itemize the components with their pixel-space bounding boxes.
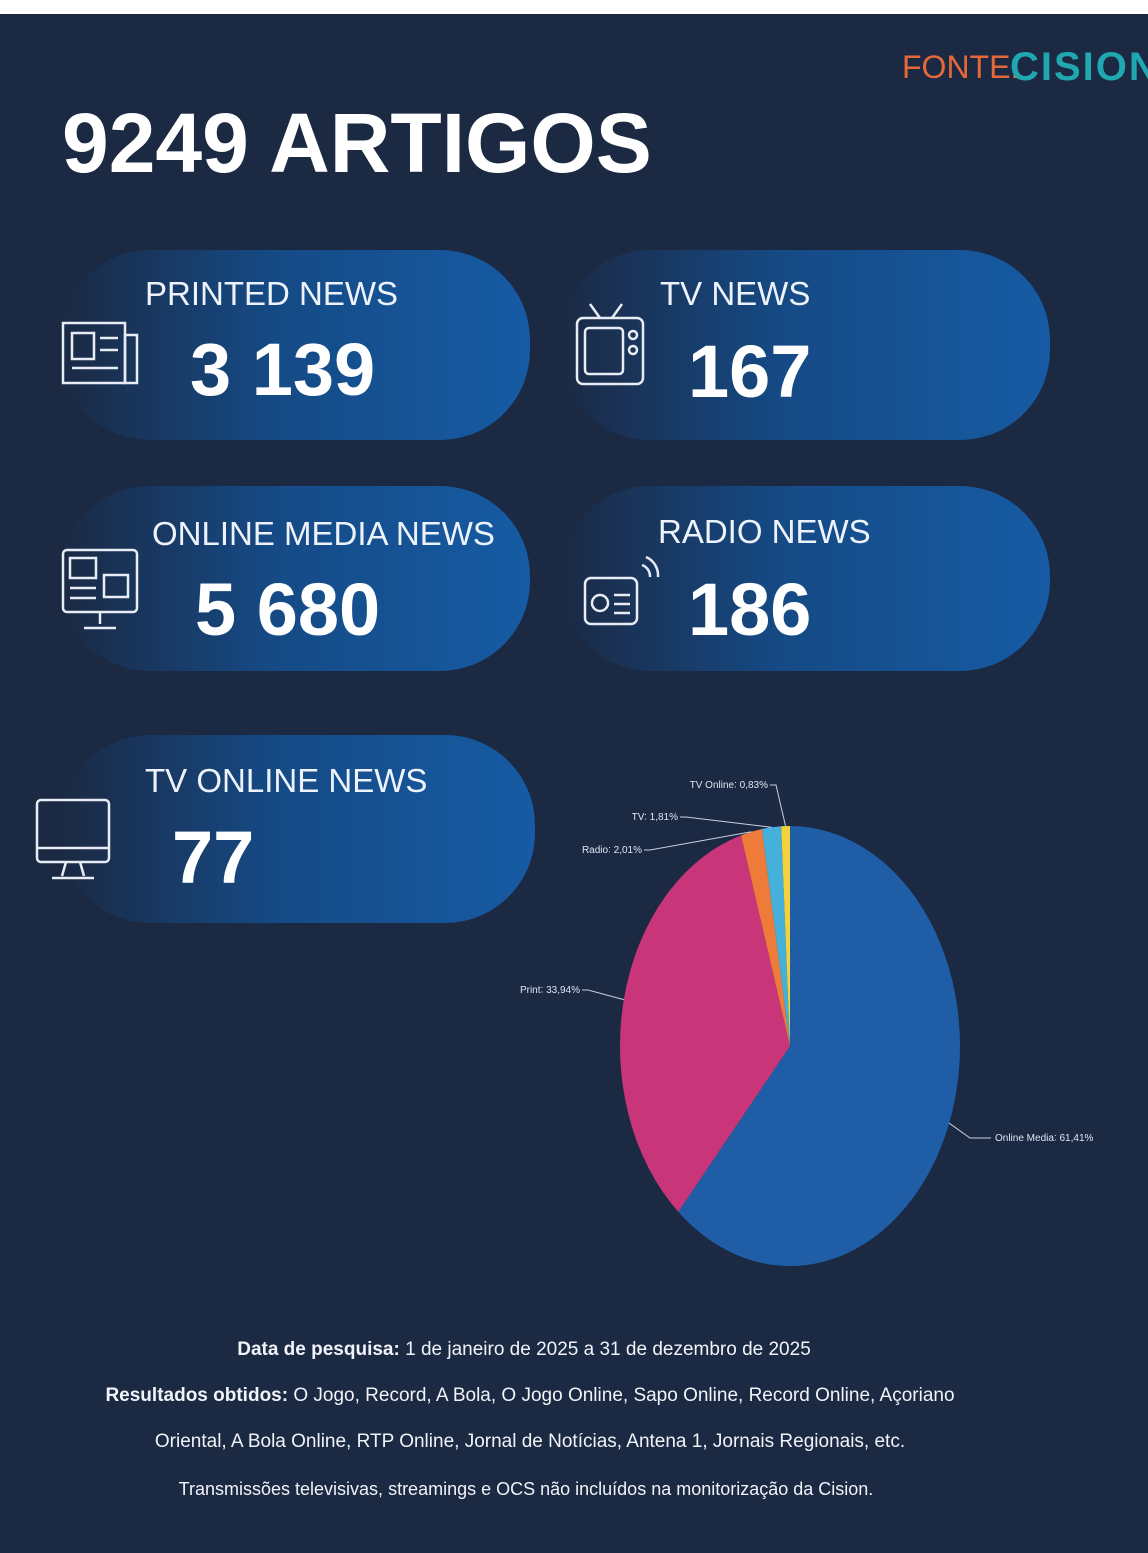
card-value: 186 bbox=[688, 568, 811, 651]
card-label: TV NEWS bbox=[660, 275, 810, 312]
tv-icon bbox=[575, 303, 645, 386]
pie-slice bbox=[741, 829, 790, 1046]
card bbox=[60, 486, 530, 671]
pie-chart: Online Media: 61,41% Print: 33,94% Radio: … bbox=[520, 780, 1094, 1267]
leader-line bbox=[948, 1122, 991, 1139]
top-margin bbox=[0, 0, 1148, 14]
pie-label-value: 1,81% bbox=[650, 812, 678, 823]
card-value: 3 139 bbox=[190, 328, 375, 411]
card bbox=[60, 735, 535, 923]
card-label: RADIO NEWS bbox=[658, 513, 871, 550]
newspaper-icon bbox=[61, 321, 139, 385]
pie-label-category: Online Media bbox=[995, 1133, 1054, 1144]
footer-note: Transmissões televisivas, streamings e O… bbox=[179, 1479, 874, 1499]
pie-label-value: 2,01% bbox=[614, 845, 642, 856]
card-value: 77 bbox=[172, 816, 254, 899]
monitor-icon bbox=[35, 798, 111, 880]
footer-results-line: Oriental, A Bola Online, RTP Online, Jor… bbox=[155, 1431, 905, 1452]
pie-label-category: Radio bbox=[582, 845, 609, 856]
card-label: TV ONLINE NEWS bbox=[145, 762, 427, 799]
pie-label-value: 33,94% bbox=[546, 985, 580, 996]
leader-line bbox=[680, 816, 772, 828]
leader-line bbox=[770, 784, 787, 827]
pie-label: TV: 1,81% bbox=[632, 812, 678, 823]
pie-slice bbox=[781, 826, 790, 1046]
pie-slice bbox=[761, 826, 790, 1046]
card-label: PRINTED NEWS bbox=[145, 275, 398, 312]
pie-slice bbox=[620, 835, 790, 1212]
title: 9249 ARTIGOS bbox=[62, 96, 652, 190]
footer-period-label: Data de pesquisa: bbox=[237, 1339, 400, 1360]
pie-label: Print: 33,94% bbox=[520, 985, 580, 996]
card bbox=[560, 250, 1050, 440]
card-value: 5 680 bbox=[195, 568, 380, 651]
card bbox=[60, 250, 530, 440]
source-brand: CISION bbox=[1010, 45, 1148, 89]
pie-label-value: 61,41% bbox=[1059, 1133, 1093, 1144]
footer-period: Data de pesquisa: 1 de janeiro de 2025 a… bbox=[237, 1339, 811, 1360]
pie-label-category: TV bbox=[632, 812, 645, 823]
pie-label-value: 0,83% bbox=[740, 780, 768, 791]
leader-line bbox=[644, 831, 752, 851]
pie-label: Online Media: 61,41% bbox=[995, 1133, 1094, 1144]
pie-label: Radio: 2,01% bbox=[582, 845, 642, 856]
footer-period-text: 1 de janeiro de 2025 a 31 de dezembro de… bbox=[405, 1339, 811, 1360]
online-media-icon bbox=[61, 548, 139, 630]
card bbox=[560, 486, 1050, 671]
pie-slice bbox=[678, 826, 961, 1267]
leader-line bbox=[582, 989, 624, 1001]
pie-label-category: Print bbox=[520, 985, 541, 996]
footer-results-text: O Jogo, Record, A Bola, O Jogo Online, S… bbox=[293, 1385, 954, 1406]
radio-icon bbox=[583, 555, 660, 626]
pie-label-category: TV Online bbox=[690, 780, 735, 791]
card-label: ONLINE MEDIA NEWS bbox=[152, 515, 495, 552]
pie-label: TV Online: 0,83% bbox=[690, 780, 768, 791]
source-label: FONTE: bbox=[902, 49, 1019, 85]
card-value: 167 bbox=[688, 330, 811, 413]
footer-results: Resultados obtidos: O Jogo, Record, A Bo… bbox=[105, 1385, 954, 1406]
footer-results-label: Resultados obtidos: bbox=[105, 1385, 288, 1406]
